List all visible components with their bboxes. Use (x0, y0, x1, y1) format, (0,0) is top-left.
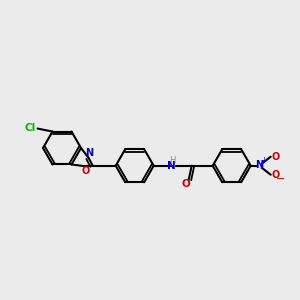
Text: O: O (82, 166, 90, 176)
Text: +: + (260, 156, 267, 165)
Text: H: H (169, 156, 176, 165)
Text: O: O (181, 179, 190, 189)
Text: O: O (272, 152, 280, 162)
Text: N: N (167, 161, 176, 171)
Text: N: N (255, 160, 263, 170)
Text: Cl: Cl (25, 122, 36, 133)
Text: N: N (85, 148, 94, 158)
Text: −: − (276, 174, 285, 184)
Text: O: O (272, 170, 280, 180)
